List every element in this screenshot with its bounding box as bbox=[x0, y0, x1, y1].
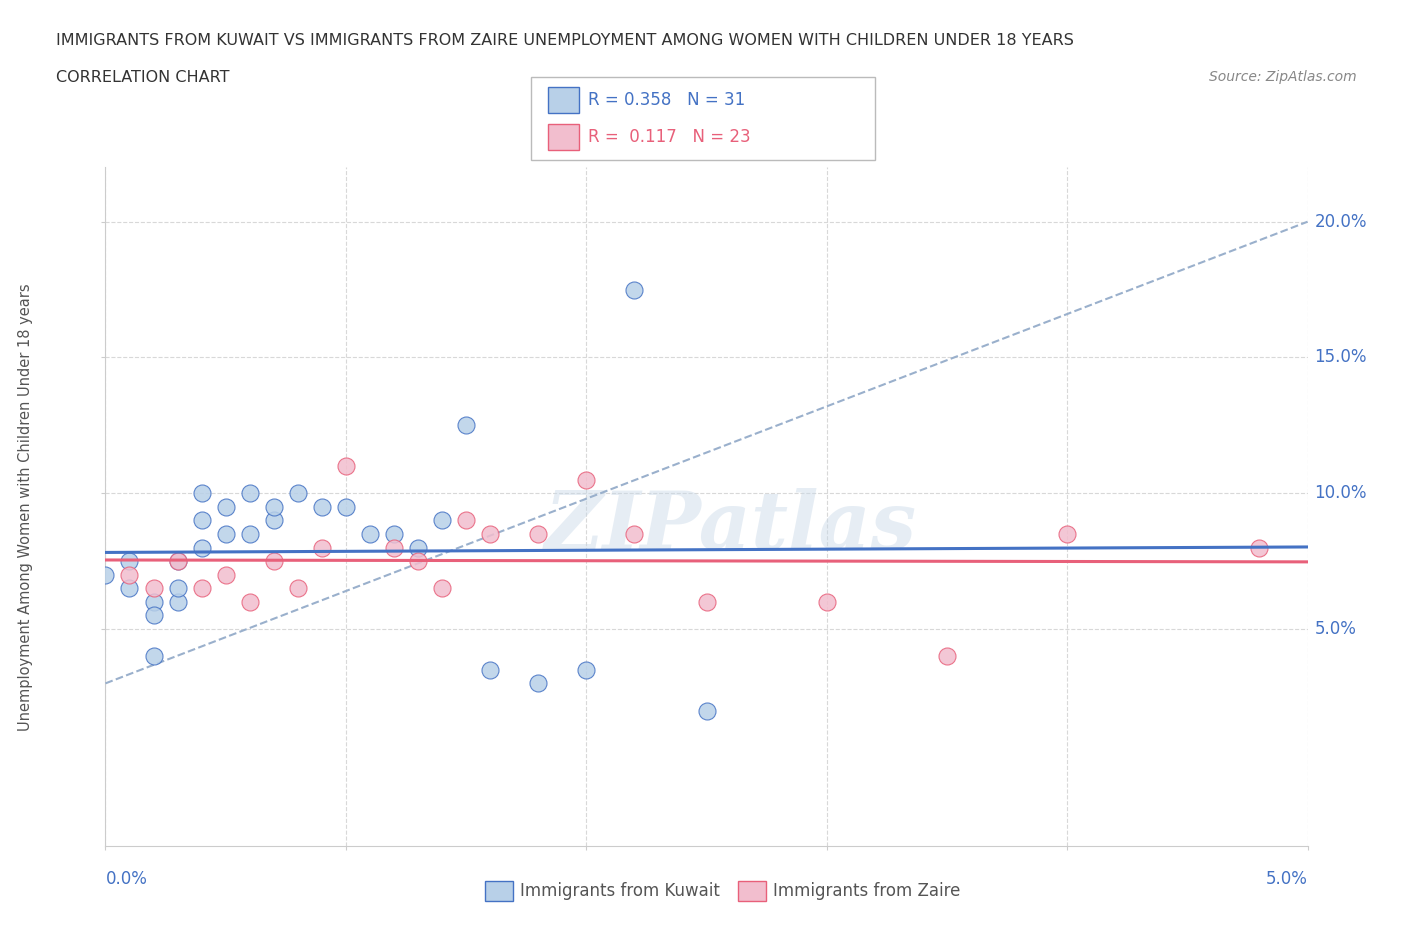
Point bbox=[118, 553, 141, 568]
Point bbox=[142, 594, 165, 609]
Point bbox=[527, 526, 550, 541]
Point bbox=[430, 513, 453, 528]
Point bbox=[263, 513, 285, 528]
Point bbox=[190, 513, 212, 528]
Point bbox=[239, 594, 262, 609]
Point bbox=[214, 567, 236, 582]
Text: 5.0%: 5.0% bbox=[1315, 620, 1357, 638]
Point bbox=[623, 526, 645, 541]
Point bbox=[118, 581, 141, 596]
Point bbox=[263, 553, 285, 568]
Point bbox=[214, 499, 236, 514]
Text: 5.0%: 5.0% bbox=[1265, 870, 1308, 887]
Point bbox=[118, 567, 141, 582]
Point bbox=[359, 526, 381, 541]
Point bbox=[1056, 526, 1078, 541]
Point bbox=[166, 581, 188, 596]
Text: CORRELATION CHART: CORRELATION CHART bbox=[56, 70, 229, 85]
Point bbox=[575, 472, 598, 487]
Point bbox=[142, 581, 165, 596]
Text: 15.0%: 15.0% bbox=[1315, 349, 1367, 366]
Point bbox=[479, 662, 502, 677]
Point bbox=[263, 499, 285, 514]
Text: Immigrants from Kuwait: Immigrants from Kuwait bbox=[520, 882, 720, 900]
Point bbox=[479, 526, 502, 541]
Point bbox=[142, 608, 165, 623]
Point bbox=[936, 649, 959, 664]
Point bbox=[239, 485, 262, 500]
Text: Source: ZipAtlas.com: Source: ZipAtlas.com bbox=[1209, 70, 1357, 84]
Point bbox=[454, 513, 477, 528]
Point bbox=[623, 282, 645, 297]
Point bbox=[94, 567, 117, 582]
Point bbox=[239, 526, 262, 541]
Text: IMMIGRANTS FROM KUWAIT VS IMMIGRANTS FROM ZAIRE UNEMPLOYMENT AMONG WOMEN WITH CH: IMMIGRANTS FROM KUWAIT VS IMMIGRANTS FRO… bbox=[56, 33, 1074, 47]
Point bbox=[430, 581, 453, 596]
Point bbox=[382, 526, 405, 541]
Point bbox=[214, 526, 236, 541]
Point bbox=[382, 540, 405, 555]
Text: Unemployment Among Women with Children Under 18 years: Unemployment Among Women with Children U… bbox=[18, 283, 32, 731]
Text: 10.0%: 10.0% bbox=[1315, 485, 1367, 502]
Point bbox=[190, 540, 212, 555]
Point bbox=[454, 418, 477, 432]
Point bbox=[815, 594, 838, 609]
Text: Immigrants from Zaire: Immigrants from Zaire bbox=[773, 882, 960, 900]
Point bbox=[406, 553, 429, 568]
Point bbox=[696, 594, 718, 609]
Point bbox=[190, 485, 212, 500]
Point bbox=[190, 581, 212, 596]
Text: R =  0.117   N = 23: R = 0.117 N = 23 bbox=[588, 127, 751, 146]
Point bbox=[311, 540, 333, 555]
Point bbox=[696, 703, 718, 718]
Point bbox=[287, 581, 309, 596]
Text: 0.0%: 0.0% bbox=[105, 870, 148, 887]
Text: R = 0.358   N = 31: R = 0.358 N = 31 bbox=[588, 91, 745, 110]
Point bbox=[1249, 540, 1271, 555]
Text: ZIPatlas: ZIPatlas bbox=[544, 488, 917, 566]
Point bbox=[335, 499, 357, 514]
Text: 20.0%: 20.0% bbox=[1315, 213, 1367, 231]
Point bbox=[311, 499, 333, 514]
Point bbox=[575, 662, 598, 677]
Point bbox=[166, 553, 188, 568]
Point bbox=[406, 540, 429, 555]
Point bbox=[335, 458, 357, 473]
Point bbox=[287, 485, 309, 500]
Point bbox=[527, 676, 550, 691]
Point bbox=[166, 553, 188, 568]
Point bbox=[142, 649, 165, 664]
Point bbox=[166, 594, 188, 609]
